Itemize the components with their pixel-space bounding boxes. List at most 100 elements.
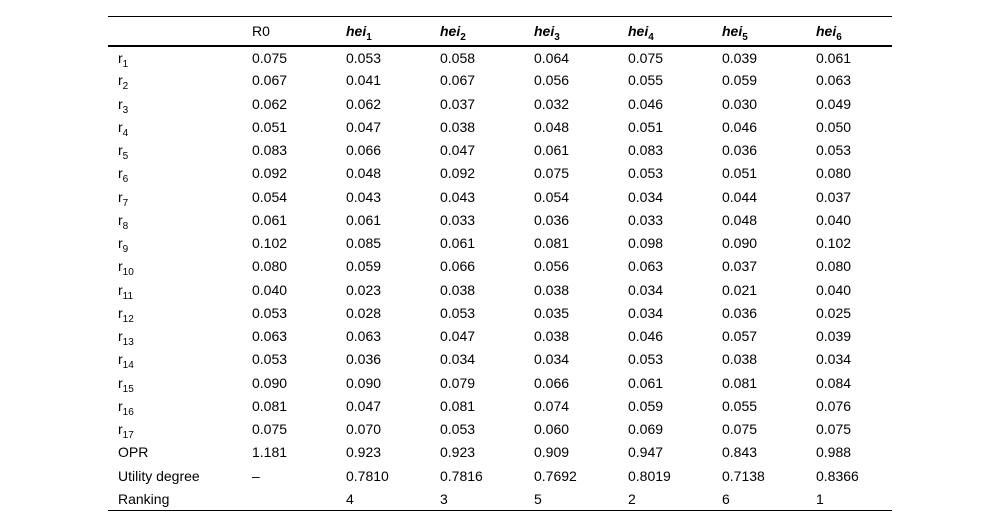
table-cell: 0.046 — [628, 95, 664, 112]
table-cell: 0.038 — [440, 118, 476, 135]
table-cell: 0.988 — [816, 444, 852, 461]
table-cell: 0.081 — [534, 235, 570, 252]
row-label-subscript: 6 — [122, 174, 129, 186]
table-cell: 0.036 — [346, 351, 382, 368]
row-label: r5 — [108, 139, 252, 162]
table-cell: 0.070 — [346, 421, 382, 438]
table-cell: 0.047 — [346, 397, 382, 414]
header-hei-base: hei — [346, 22, 367, 39]
header-hei-subscript: 1 — [366, 31, 372, 43]
table-cell: 3 — [440, 490, 448, 507]
header-cell-r0: R0 — [252, 22, 270, 39]
table-cell: 0.023 — [346, 281, 382, 298]
table-cell: 0.081 — [252, 397, 288, 414]
row-label: r3 — [108, 92, 252, 115]
table-cell: 0.923 — [346, 444, 382, 461]
table-cell: 0.040 — [816, 211, 852, 228]
table-cell: 0.040 — [252, 281, 288, 298]
table-row-r13: r13 0.063 0.063 0.047 0.038 0.046 0.057 0.039 — [108, 325, 892, 348]
table-cell: 0.063 — [816, 72, 852, 89]
table-cell: 0.090 — [346, 374, 382, 391]
table-cell: 0.048 — [534, 118, 570, 135]
table-cell: 0.056 — [534, 72, 570, 89]
table-cell: 0.066 — [440, 258, 476, 275]
table-cell: 0.050 — [816, 118, 852, 135]
row-label-subscript: 11 — [122, 290, 134, 302]
row-label: r13 — [108, 325, 252, 348]
row-label-base: r — [118, 165, 123, 182]
table-cell: 0.044 — [722, 188, 758, 205]
table-row-r4: r4 0.051 0.047 0.038 0.048 0.051 0.046 0.050 — [108, 115, 892, 138]
table-cell: 0.075 — [534, 165, 570, 182]
table-cell: 0.038 — [534, 281, 570, 298]
table-cell: 0.075 — [816, 421, 852, 438]
row-label-base: r — [118, 211, 123, 228]
table-cell: 0.043 — [346, 188, 382, 205]
table-row-opr: OPR 1.181 0.923 0.923 0.909 0.947 0.843 0.988 — [108, 441, 892, 464]
table-cell: 0.038 — [534, 328, 570, 345]
table-cell: 0.075 — [252, 49, 288, 66]
table-cell: 0.053 — [346, 49, 382, 66]
header-hei-base: hei — [628, 22, 649, 39]
table-cell: 0.032 — [534, 95, 570, 112]
header-hei-base: hei — [440, 22, 461, 39]
table-cell: 0.083 — [252, 142, 288, 159]
row-label: r14 — [108, 348, 252, 371]
table-cell: 0.084 — [816, 374, 852, 391]
table-cell: 0.061 — [628, 374, 664, 391]
table-cell: 0.040 — [816, 281, 852, 298]
table-cell: 0.067 — [440, 72, 476, 89]
row-label-base: r — [118, 351, 123, 368]
table-cell: 0.076 — [816, 397, 852, 414]
table-cell: 0.092 — [440, 165, 476, 182]
table-row-r7: r7 0.054 0.043 0.043 0.054 0.034 0.044 0.037 — [108, 185, 892, 208]
row-label: r4 — [108, 115, 252, 138]
table-cell: 0.7138 — [722, 467, 765, 484]
table-cell: 0.085 — [346, 235, 382, 252]
row-label-subscript: 15 — [122, 383, 134, 395]
table-cell: 0.046 — [628, 328, 664, 345]
table-cell: 0.062 — [346, 95, 382, 112]
header-cell-hei2: hei2 — [440, 17, 534, 46]
table-cell: 0.063 — [628, 258, 664, 275]
table-cell: 0.102 — [816, 235, 852, 252]
row-label: Ranking — [118, 490, 170, 507]
table-cell: 0.083 — [628, 142, 664, 159]
table-cell: 0.080 — [816, 258, 852, 275]
table-cell: 0.947 — [628, 444, 664, 461]
table-cell: 0.034 — [628, 304, 664, 321]
table-cell: 0.092 — [252, 165, 288, 182]
table-cell: 0.067 — [252, 72, 288, 89]
table-cell: 0.039 — [816, 328, 852, 345]
table-cell: 0.059 — [346, 258, 382, 275]
table-cell: 0.062 — [252, 95, 288, 112]
table-cell: 0.043 — [440, 188, 476, 205]
table-cell: 0.098 — [628, 235, 664, 252]
table-cell: 0.064 — [534, 49, 570, 66]
table-row-r9: r9 0.102 0.085 0.061 0.081 0.098 0.090 0.102 — [108, 232, 892, 255]
table-cell: 5 — [534, 490, 542, 507]
table-row-utility-degree: Utility degree – 0.7810 0.7816 0.7692 0.8019 0… — [108, 464, 892, 487]
table-cell: 0.053 — [440, 304, 476, 321]
row-label-base: r — [118, 142, 123, 159]
header-cell-hei3: hei3 — [534, 17, 628, 46]
header-cell-hei4: hei4 — [628, 17, 722, 46]
table-cell: 0.058 — [440, 49, 476, 66]
table-cell: 0.034 — [628, 188, 664, 205]
table-cell: 0.7692 — [534, 467, 577, 484]
table-row-r16: r16 0.081 0.047 0.081 0.074 0.059 0.055 0.076 — [108, 394, 892, 417]
table-cell — [252, 487, 346, 510]
row-label-base: r — [118, 397, 123, 414]
table-cell: 0.061 — [440, 235, 476, 252]
table-cell: 0.030 — [722, 95, 758, 112]
table-cell: 0.028 — [346, 304, 382, 321]
table-row-r2: r2 0.067 0.041 0.067 0.056 0.055 0.059 0.063 — [108, 69, 892, 92]
row-label-base: r — [118, 72, 123, 89]
table-cell: 0.041 — [346, 72, 382, 89]
header-hei-subscript: 6 — [836, 31, 842, 43]
table-cell: 0.037 — [816, 188, 852, 205]
header-hei-subscript: 3 — [554, 31, 560, 43]
row-label-base: r — [118, 118, 123, 135]
row-label-subscript: 13 — [122, 336, 134, 348]
row-label: OPR — [118, 444, 149, 461]
